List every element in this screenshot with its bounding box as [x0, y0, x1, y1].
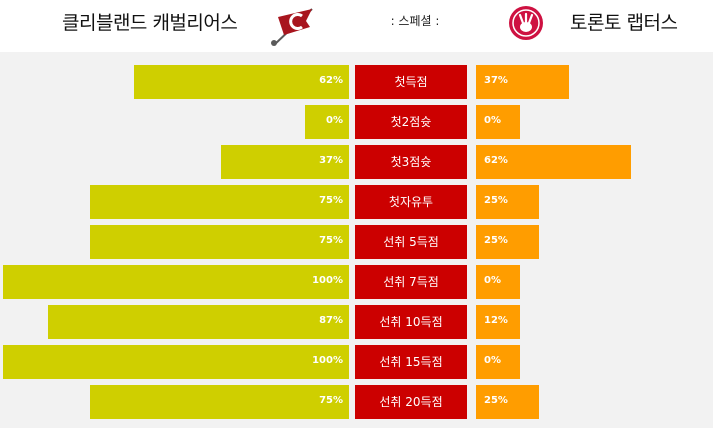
stat-label: 선취 10득점 [355, 305, 467, 339]
home-percent: 100% [312, 275, 343, 286]
away-bar: 25% [476, 225, 539, 259]
home-bar: 87% [47, 305, 349, 339]
stats-comparison: 62% 첫득점 37% 0% 첫2점슛 0% 37% 첫3점슛 62% 75% 첫자유투 25% 75%… [0, 52, 713, 428]
stat-row: 62% 첫득점 37% [0, 65, 713, 99]
stat-row: 75% 선취 5득점 25% [0, 225, 713, 259]
home-percent: 87% [319, 315, 343, 326]
home-bar: 37% [220, 145, 349, 179]
stat-row: 87% 선취 10득점 12% [0, 305, 713, 339]
home-team-name: 클리블랜드 캐벌리어스 [62, 12, 238, 34]
stat-label: 첫득점 [355, 65, 467, 99]
stat-row: 75% 선취 20득점 25% [0, 385, 713, 419]
away-percent: 0% [484, 115, 501, 126]
home-percent: 0% [326, 115, 343, 126]
stat-row: 100% 선취 7득점 0% [0, 265, 713, 299]
away-percent: 62% [484, 155, 508, 166]
home-bar: 75% [89, 385, 349, 419]
cavaliers-logo-icon [271, 8, 313, 46]
home-bar: 75% [89, 185, 349, 219]
home-percent: 75% [319, 395, 343, 406]
raptors-logo-icon [509, 6, 543, 40]
away-bar: 62% [476, 145, 631, 179]
stat-label: 선취 5득점 [355, 225, 467, 259]
stat-label: 첫3점슛 [355, 145, 467, 179]
special-label: : 스페셜 : [390, 14, 440, 28]
away-percent: 0% [484, 355, 501, 366]
away-bar: 0% [476, 265, 520, 299]
away-bar: 0% [476, 345, 520, 379]
stat-label: 선취 7득점 [355, 265, 467, 299]
away-percent: 25% [484, 235, 508, 246]
home-bar: 0% [305, 105, 349, 139]
home-bar: 62% [134, 65, 349, 99]
away-bar: 25% [476, 185, 539, 219]
home-percent: 75% [319, 195, 343, 206]
stat-row: 0% 첫2점슛 0% [0, 105, 713, 139]
away-bar: 0% [476, 105, 520, 139]
home-percent: 62% [319, 75, 343, 86]
away-percent: 37% [484, 75, 508, 86]
away-bar: 12% [476, 305, 520, 339]
away-bar: 37% [476, 65, 569, 99]
home-bar: 100% [3, 345, 349, 379]
stat-label: 첫자유투 [355, 185, 467, 219]
header: 클리블랜드 캐벌리어스 : 스페셜 : 토론토 랩터스 [0, 0, 713, 53]
home-bar: 75% [89, 225, 349, 259]
away-bar: 25% [476, 385, 539, 419]
stat-row: 100% 선취 15득점 0% [0, 345, 713, 379]
stat-row: 37% 첫3점슛 62% [0, 145, 713, 179]
home-percent: 100% [312, 355, 343, 366]
away-percent: 25% [484, 395, 508, 406]
home-percent: 75% [319, 235, 343, 246]
stat-label: 선취 20득점 [355, 385, 467, 419]
home-bar: 100% [3, 265, 349, 299]
away-percent: 25% [484, 195, 508, 206]
stat-row: 75% 첫자유투 25% [0, 185, 713, 219]
away-percent: 0% [484, 275, 501, 286]
stat-label: 선취 15득점 [355, 345, 467, 379]
away-percent: 12% [484, 315, 508, 326]
home-percent: 37% [319, 155, 343, 166]
away-team-name: 토론토 랩터스 [570, 12, 678, 34]
stat-label: 첫2점슛 [355, 105, 467, 139]
